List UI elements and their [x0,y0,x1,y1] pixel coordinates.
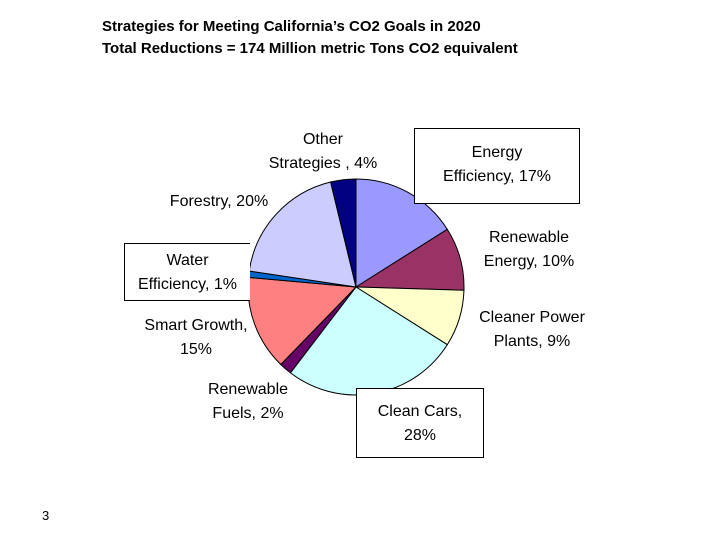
label-cleaner-power-plants: Cleaner Power Plants, 9% [479,309,585,350]
label-forestry: Forestry, 20% [169,193,269,210]
label-smart-growth: Smart Growth, 15% [144,317,248,358]
label-water-efficiency: Water Efficiency, 1% [124,243,250,301]
chart-title: Strategies for Meeting California’s CO2 … [102,18,481,35]
label-renewable-energy: Renewable Energy, 10% [483,229,575,270]
chart-title-block: Strategies for Meeting California’s CO2 … [102,16,518,60]
label-energy-efficiency: Energy Efficiency, 17% [414,128,580,204]
page-number: 3 [42,508,50,523]
chart-subtitle: Total Reductions = 174 Million metric To… [102,40,518,57]
label-renewable-fuels: Renewable Fuels, 2% [207,381,289,422]
pie-slice-other-strategies [330,178,357,288]
pie-slice-energy-efficiency [355,178,449,288]
label-clean-cars: Clean Cars, 28% [356,388,484,458]
pie-slice-forestry [248,181,357,288]
label-other-strategies: Other Strategies , 4% [268,131,378,172]
